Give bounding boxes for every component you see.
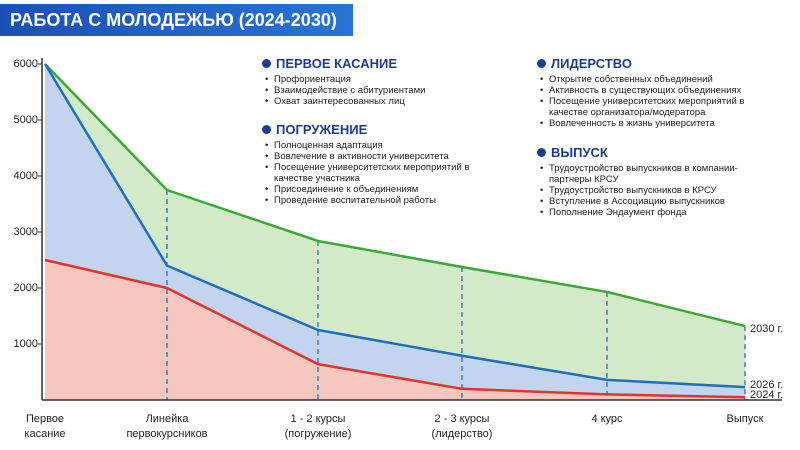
panel-item: Вовлеченность в жизнь университета (537, 118, 772, 129)
panel-heading: ЛИДЕРСТВО (537, 56, 772, 71)
panel-item: Активность в существующих объединениях (537, 85, 772, 96)
y-tick-label: 3000 (14, 226, 38, 238)
series-line (43, 63, 746, 389)
panel-item: Вступление в Ассоциацию выпускников (537, 196, 772, 207)
series-label: 2026 г. (750, 379, 783, 391)
panel-item: Трудоустройство выпускников в компании-п… (537, 163, 772, 185)
x-tick-label: Выпуск (726, 413, 764, 425)
x-tick-label: Первое касание (24, 413, 66, 440)
y-tick-label: 5000 (14, 114, 38, 126)
series-label: 2030 г. (750, 323, 783, 335)
x-tick-label: 2 - 3 курсы (лидерство) (431, 413, 493, 440)
panel-heading: ВЫПУСК (537, 145, 772, 160)
chart-title: РАБОТА С МОЛОДЕЖЬЮ (2024-2030) (0, 4, 353, 36)
panel-heading: ПЕРВОЕ КАСАНИЕ (262, 56, 497, 71)
panel-item: Пополнение Эндаумент фонда (537, 207, 772, 218)
panel-item: Вовлечение в активности университета (262, 151, 497, 162)
y-tick-label: 1000 (14, 338, 38, 350)
panel-item: Проведение воспитательной работы (262, 195, 497, 206)
text-panel: ЛИДЕРСТВО Открытие собственных объединени… (537, 56, 772, 129)
series-line (44, 258, 746, 399)
panel-item: Профориентация (262, 74, 497, 85)
x-tick-label: 1 - 2 курсы (погружение) (284, 413, 352, 440)
y-tick-label: 2000 (14, 282, 38, 294)
series-area (45, 260, 745, 400)
panel-item: Присоединение к объединениям (262, 184, 497, 195)
panel-item: Открытие собственных объединений (537, 74, 772, 85)
panel-item: Охват заинтересованных лиц (262, 96, 497, 107)
panel-item: Взаимодействие с абитуриентами (262, 85, 497, 96)
x-tick-label: Линейка первокурсников (126, 413, 208, 440)
series-label: 2024 г. (750, 389, 783, 401)
text-panel: ВЫПУСК Трудоустройство выпускников в комп… (537, 145, 772, 218)
panel-heading: ПОГРУЖЕНИЕ (262, 122, 497, 137)
x-tick-label: 4 курс (591, 413, 623, 425)
text-panel: ПОГРУЖЕНИЕ Полноценная адаптацияВовлечени… (262, 122, 497, 206)
panel-item: Полноценная адаптация (262, 140, 497, 151)
series-line (44, 63, 746, 328)
panel-item: Посещение университетских мероприятий в … (262, 162, 497, 184)
panel-item: Посещение университетских мероприятий в … (537, 96, 772, 118)
text-panel: ПЕРВОЕ КАСАНИЕ ПрофориентацияВзаимодейств… (262, 56, 497, 107)
y-tick-label: 4000 (14, 170, 38, 182)
y-tick-label: 6000 (14, 58, 38, 70)
panel-item: Трудоустройство выпускников в КРСУ (537, 185, 772, 196)
